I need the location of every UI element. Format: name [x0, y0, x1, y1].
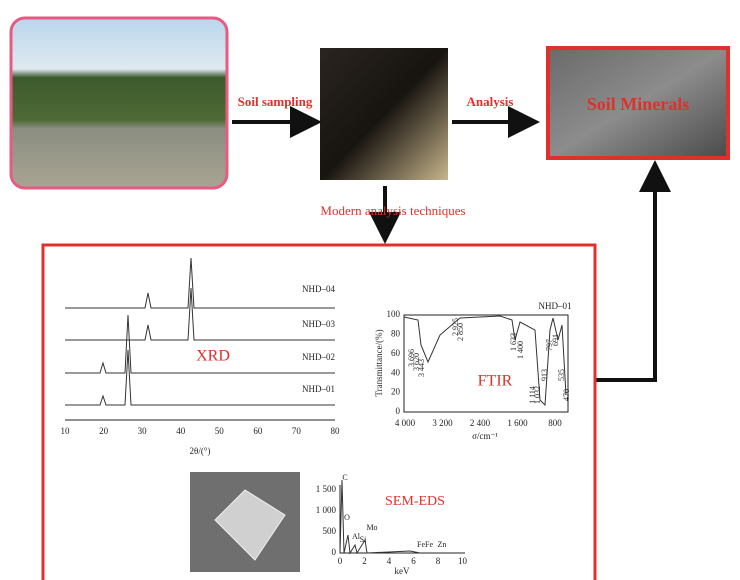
x-tick-label: 6	[411, 556, 416, 566]
y-tick-label: 100	[387, 309, 401, 319]
step-label: Soil Minerals	[587, 94, 690, 114]
step-label: Soil sampling	[238, 94, 313, 109]
x-tick-label: 1 600	[507, 418, 528, 428]
y-tick-label: 20	[391, 387, 401, 397]
x-tick-label: 4 000	[395, 418, 416, 428]
x-tick-label: 800	[548, 418, 562, 428]
peak-label: 3 443	[417, 359, 426, 377]
peak-label: 1 032	[533, 386, 542, 404]
peak-label: 691	[551, 334, 560, 346]
element-label: O	[344, 513, 350, 522]
x-tick-label: 80	[331, 426, 341, 436]
y-tick-label: 0	[332, 547, 337, 557]
x-tick-label: 8	[436, 556, 441, 566]
element-label: Fe	[425, 540, 433, 549]
sample-label: NHD–04	[302, 284, 335, 294]
peak-label: 913	[540, 369, 549, 381]
x-tick-label: 50	[215, 426, 225, 436]
y-tick-label: 80	[391, 328, 401, 338]
y-tick-label: 40	[391, 367, 401, 377]
axis-label: Transmittance/(%)	[374, 329, 384, 396]
axis-label: keV	[395, 566, 410, 576]
x-tick-label: 2 400	[470, 418, 491, 428]
peak-label: 1 400	[516, 341, 525, 359]
soil-photo	[320, 48, 448, 180]
y-tick-label: 60	[391, 348, 401, 358]
x-tick-label: 3 200	[432, 418, 453, 428]
y-tick-label: 1 000	[316, 505, 337, 515]
x-tick-label: 60	[253, 426, 263, 436]
plot-title: SEM-EDS	[385, 494, 445, 509]
y-tick-label: 1 500	[316, 484, 337, 494]
trace	[340, 480, 420, 553]
sampling-photo	[11, 18, 227, 188]
arrow	[596, 168, 655, 380]
trace	[65, 288, 335, 340]
plot-title: FTIR	[478, 373, 513, 390]
sample-label: NHD–01	[302, 384, 335, 394]
step-label: Analysis	[467, 94, 514, 109]
axis-label: σ/cm⁻¹	[472, 431, 498, 441]
axis-label: 2θ/(°)	[190, 446, 211, 456]
peak-label: 535	[557, 369, 566, 381]
axis	[404, 315, 568, 412]
x-tick-label: 0	[338, 556, 343, 566]
element-label: Mo	[366, 523, 377, 532]
y-tick-label: 500	[323, 526, 337, 536]
x-tick-label: 40	[176, 426, 186, 436]
element-label: Zn	[438, 540, 447, 549]
sample-label: NHD–02	[302, 352, 335, 362]
x-tick-label: 70	[292, 426, 302, 436]
sample-label: NHD–01	[539, 301, 572, 311]
trace	[65, 258, 335, 308]
step-label: Modern analysis techniques	[320, 203, 465, 218]
plot-title: XRD	[196, 348, 230, 365]
peak-label: 470	[562, 389, 571, 401]
x-tick-label: 10	[458, 556, 468, 566]
y-tick-label: 0	[396, 406, 401, 416]
element-label: C	[342, 473, 347, 482]
x-tick-label: 10	[61, 426, 71, 436]
x-tick-label: 30	[138, 426, 148, 436]
sample-label: NHD–03	[302, 319, 335, 329]
x-tick-label: 20	[99, 426, 109, 436]
diagram: Soil sampling Analysis Soil Minerals Mod…	[0, 0, 740, 580]
peak-label: 2 850	[456, 323, 465, 341]
element-label: Si	[360, 535, 367, 544]
x-tick-label: 2	[362, 556, 367, 566]
x-tick-label: 4	[387, 556, 392, 566]
